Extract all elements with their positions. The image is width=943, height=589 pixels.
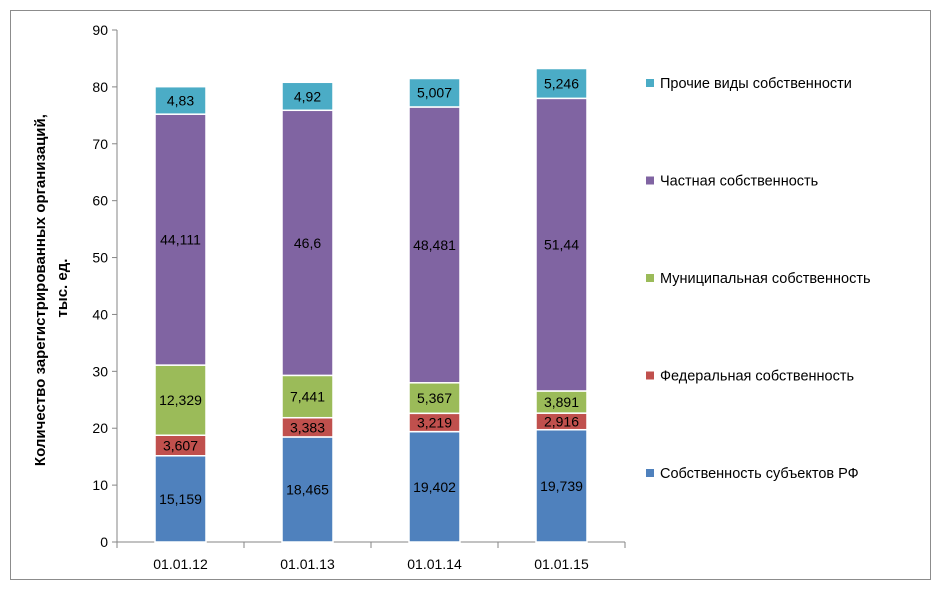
data-label: 3,219: [417, 414, 452, 430]
chart-frame: Количество зарегистрированных организаци…: [10, 10, 931, 580]
data-label: 5,246: [544, 75, 579, 91]
bar-segment: [154, 85, 207, 115]
x-tick-label: 01.01.13: [280, 556, 335, 572]
y-tick-label: 50: [92, 250, 108, 266]
legend-swatch: [646, 79, 654, 87]
x-tick-label: 01.01.14: [407, 556, 462, 572]
bar-segment: [535, 428, 588, 543]
legend-label: Прочие виды собственности: [660, 76, 852, 92]
y-tick-label: 80: [92, 79, 108, 95]
y-tick-label: 70: [92, 136, 108, 152]
legend-label: Частная собственность: [660, 174, 818, 190]
bar-segment: [281, 374, 334, 419]
legend-swatch: [646, 274, 654, 282]
bar-segment: [408, 430, 461, 543]
data-label: 5,367: [417, 390, 452, 406]
data-label: 19,402: [413, 479, 456, 495]
bar-segment: [535, 67, 588, 100]
y-tick-label: 90: [92, 22, 108, 38]
bar-segment: [535, 97, 588, 392]
data-label: 51,44: [544, 237, 579, 253]
bar-segment: [408, 106, 461, 384]
bar-segment: [154, 113, 207, 366]
bar-segment: [154, 455, 207, 543]
legend-swatch: [646, 469, 654, 477]
bar-segment: [408, 77, 461, 108]
bar-segment: [408, 382, 461, 415]
legend-swatch: [646, 176, 654, 185]
data-label: 5,007: [417, 85, 452, 101]
legend-label: Федеральная собственность: [660, 369, 854, 385]
y-tick-label: 60: [92, 193, 108, 209]
data-label: 44,111: [160, 232, 201, 248]
data-label: 46,6: [294, 235, 321, 251]
bar-segment: [281, 109, 334, 377]
data-label: 15,159: [159, 491, 202, 507]
y-tick-label: 0: [100, 534, 108, 550]
data-label: 48,481: [413, 237, 456, 253]
data-label: 3,891: [544, 394, 579, 410]
y-axis-title-line-1: Количество зарегистрированных организаци…: [32, 114, 49, 466]
data-label: 19,739: [540, 478, 583, 494]
legend-label: Муниципальная собственность: [660, 271, 871, 287]
bar-segment: [154, 364, 207, 436]
legend-swatch: [646, 371, 654, 380]
y-tick-label: 10: [92, 477, 108, 493]
y-tick-label: 30: [92, 363, 108, 379]
y-tick-label: 40: [92, 306, 108, 322]
data-label: 3,383: [290, 419, 325, 435]
data-label: 12,329: [159, 392, 202, 408]
x-tick-label: 01.01.15: [534, 556, 589, 572]
y-axis-title: Количество зарегистрированных организаци…: [32, 110, 71, 466]
data-label: 4,92: [294, 88, 321, 104]
data-label: 18,465: [286, 481, 329, 497]
legend-label: Собственность субъектов РФ: [660, 466, 859, 482]
data-label: 4,83: [167, 92, 194, 108]
y-tick-label: 20: [92, 420, 108, 436]
bar-segment: [281, 81, 334, 112]
data-label: 2,916: [544, 413, 579, 429]
y-axis-title-line-2: тыс. ед.: [54, 259, 71, 318]
bar-segment: [281, 436, 334, 543]
stacked-bar-chart: Количество зарегистрированных организаци…: [32, 22, 871, 572]
data-label: 7,441: [290, 389, 325, 405]
x-tick-label: 01.01.12: [153, 556, 208, 572]
data-label: 3,607: [163, 438, 198, 454]
